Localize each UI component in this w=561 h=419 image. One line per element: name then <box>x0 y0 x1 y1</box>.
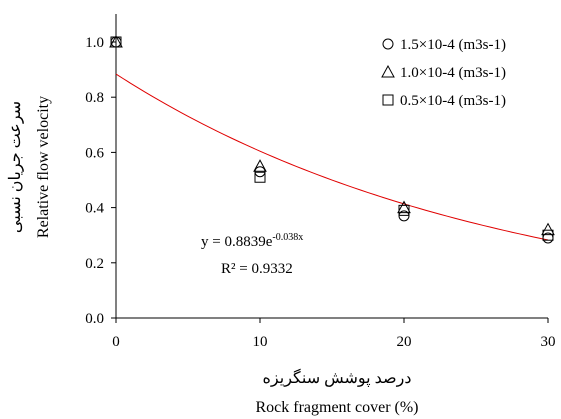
x-tick-label: 30 <box>541 334 556 350</box>
legend-marker-circle <box>382 38 394 50</box>
x-tick-label: 20 <box>397 334 412 350</box>
legend-label: 0.5×10-4 (m3s-1) <box>400 93 506 109</box>
y-axis-title-fa: سرعت جریان نسبی <box>7 101 24 233</box>
trendline <box>115 73 549 241</box>
trend-equation-exponent: -0.038x <box>272 232 303 243</box>
x-axis-title-fa: درصد پوشش سنگریزه <box>263 368 412 387</box>
data-point-square <box>254 171 266 183</box>
y-tick-label: 0.0 <box>85 311 104 327</box>
axes: 0.0 0.2 0.4 0.6 0.8 1.0 0 10 20 30 <box>85 14 556 350</box>
x-tick-label: 10 <box>253 334 268 350</box>
data-point-circle <box>254 166 266 178</box>
data-point-square <box>398 204 410 216</box>
legend-label: 1.5×10-4 (m3s-1) <box>400 37 506 53</box>
trend-r-squared: R² = 0.9332 <box>221 261 293 277</box>
data-point-circle <box>398 210 410 222</box>
legend-marker-square <box>382 94 394 106</box>
x-tick-label: 0 <box>112 334 120 350</box>
data-point-triangle <box>541 222 555 236</box>
legend-items: 1.5×10-4 (m3s-1) 1.0×10-4 (m3s-1) 0.5×10-4… <box>381 37 506 109</box>
data-points <box>109 34 555 244</box>
data-point-square <box>542 229 554 241</box>
y-tick-label: 0.2 <box>85 256 104 272</box>
y-tick-label: 0.6 <box>85 145 104 161</box>
legend: 1.5×10-4 (m3s-1) 1.0×10-4 (m3s-1) 0.5×10-4… <box>381 37 506 109</box>
trendline-curve <box>115 73 549 241</box>
y-tick-label: 0.4 <box>85 201 104 217</box>
y-tick-label: 0.8 <box>85 90 104 106</box>
trend-equation-base: y = 0.8839e <box>201 234 273 250</box>
y-tick-label: 1.0 <box>85 35 104 51</box>
legend-marker-triangle <box>381 64 395 78</box>
trend-equation: y = 0.8839e-0.038x <box>201 232 303 250</box>
x-axis-title: Rock fragment cover (%) <box>255 399 418 416</box>
y-axis-title: Relative flow velocity <box>35 96 52 238</box>
data-point-square <box>110 36 122 48</box>
data-point-triangle <box>253 159 267 172</box>
legend-label: 1.0×10-4 (m3s-1) <box>400 65 506 81</box>
data-point-triangle <box>397 200 411 214</box>
